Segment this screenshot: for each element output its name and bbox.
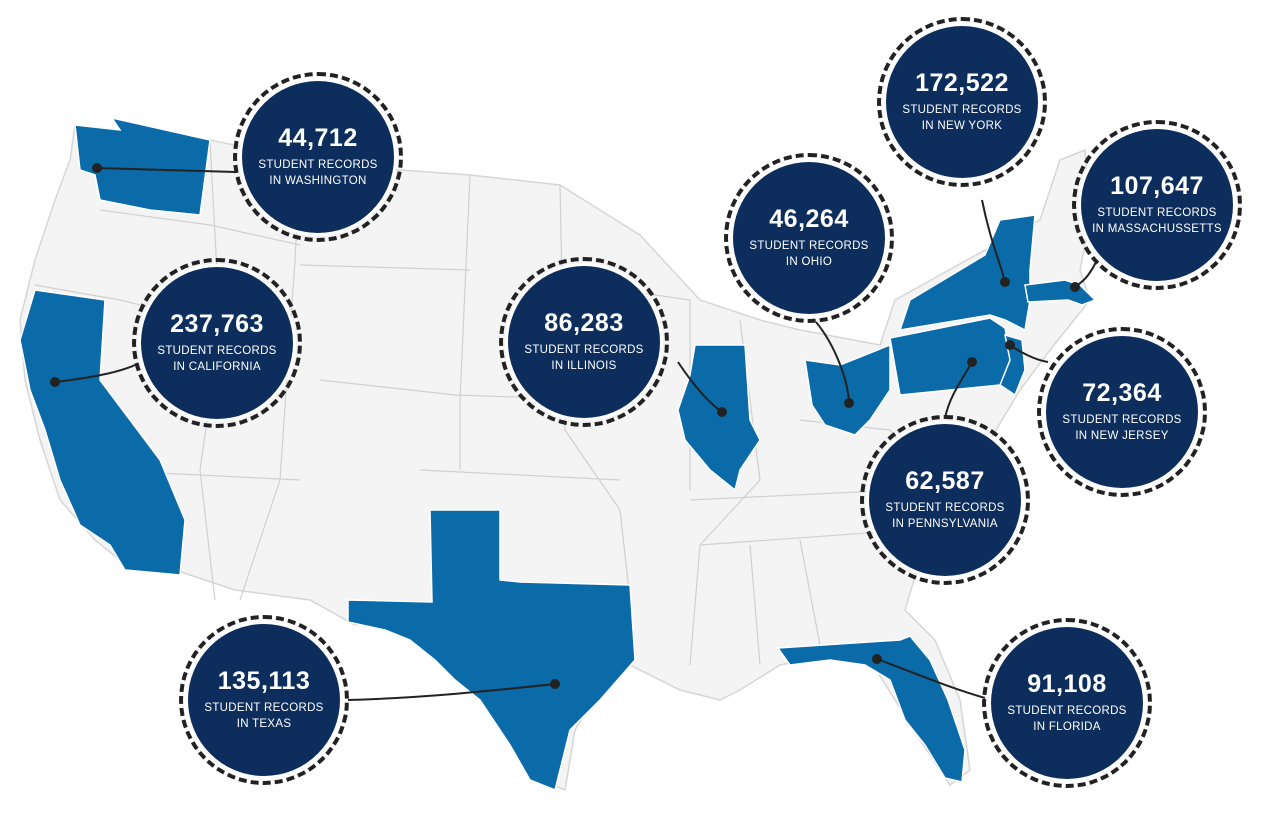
callout-texas: 135,113 STUDENT RECORDS IN TEXAS — [179, 615, 349, 785]
state-label: IN PENNSYLVANIA — [892, 517, 998, 530]
callout-illinois: 86,283 STUDENT RECORDS IN ILLINOIS — [499, 257, 669, 427]
state-illinois — [677, 344, 761, 492]
state-label: IN OHIO — [785, 255, 833, 268]
record-count: 46,264 — [769, 204, 849, 233]
record-count: 135,113 — [217, 666, 311, 695]
state-label: IN FLORIDA — [1033, 720, 1101, 733]
record-count: 86,283 — [544, 308, 624, 337]
state-label: IN ILLINOIS — [551, 359, 617, 372]
record-label: STUDENT RECORDS — [1097, 206, 1217, 219]
state-label: IN NEW JERSEY — [1075, 429, 1169, 442]
state-label: IN MASSACHUSSETTS — [1092, 222, 1222, 235]
state-new-york — [898, 214, 1036, 332]
record-count: 44,712 — [278, 123, 358, 152]
leader-lines — [54, 167, 1097, 701]
record-label: STUDENT RECORDS — [524, 343, 644, 356]
state-california — [19, 289, 186, 576]
callout-pennsylvania: 62,587 STUDENT RECORDS IN PENNSYLVANIA — [860, 415, 1030, 585]
record-label: STUDENT RECORDS — [204, 701, 324, 714]
record-count: 91,108 — [1027, 669, 1107, 698]
record-label: STUDENT RECORDS — [258, 158, 378, 171]
callout-florida: 91,108 STUDENT RECORDS IN FLORIDA — [982, 618, 1152, 788]
leader-dots — [50, 163, 1080, 689]
record-count: 62,587 — [905, 466, 985, 495]
record-label: STUDENT RECORDS — [902, 103, 1022, 116]
record-count: 107,647 — [1110, 171, 1204, 200]
highlighted-states — [19, 116, 1097, 792]
state-texas — [347, 509, 636, 792]
callout-new-york: 172,522 STUDENT RECORDS IN NEW YORK — [877, 17, 1047, 187]
state-florida — [776, 635, 966, 783]
callout-massachusetts: 107,647 STUDENT RECORDS IN MASSACHUSSETT… — [1072, 120, 1242, 290]
record-count: 172,522 — [915, 68, 1009, 97]
state-washington — [74, 116, 211, 216]
callout-california: 237,763 STUDENT RECORDS IN CALIFORNIA — [132, 258, 302, 428]
record-label: STUDENT RECORDS — [749, 239, 869, 252]
state-label: IN WASHINGTON — [269, 174, 367, 187]
record-count: 72,364 — [1082, 378, 1162, 407]
callout-new-jersey: 72,364 STUDENT RECORDS IN NEW JERSEY — [1037, 327, 1207, 497]
record-label: STUDENT RECORDS — [1062, 413, 1182, 426]
record-label: STUDENT RECORDS — [1007, 704, 1127, 717]
state-label: IN CALIFORNIA — [173, 360, 261, 373]
state-label: IN NEW YORK — [921, 119, 1003, 132]
callout-washington: 44,712 STUDENT RECORDS IN WASHINGTON — [233, 72, 403, 242]
record-label: STUDENT RECORDS — [157, 344, 277, 357]
callout-ohio: 46,264 STUDENT RECORDS IN OHIO — [724, 153, 894, 323]
state-label: IN TEXAS — [236, 717, 292, 730]
record-label: STUDENT RECORDS — [885, 501, 1005, 514]
record-count: 237,763 — [170, 309, 264, 338]
